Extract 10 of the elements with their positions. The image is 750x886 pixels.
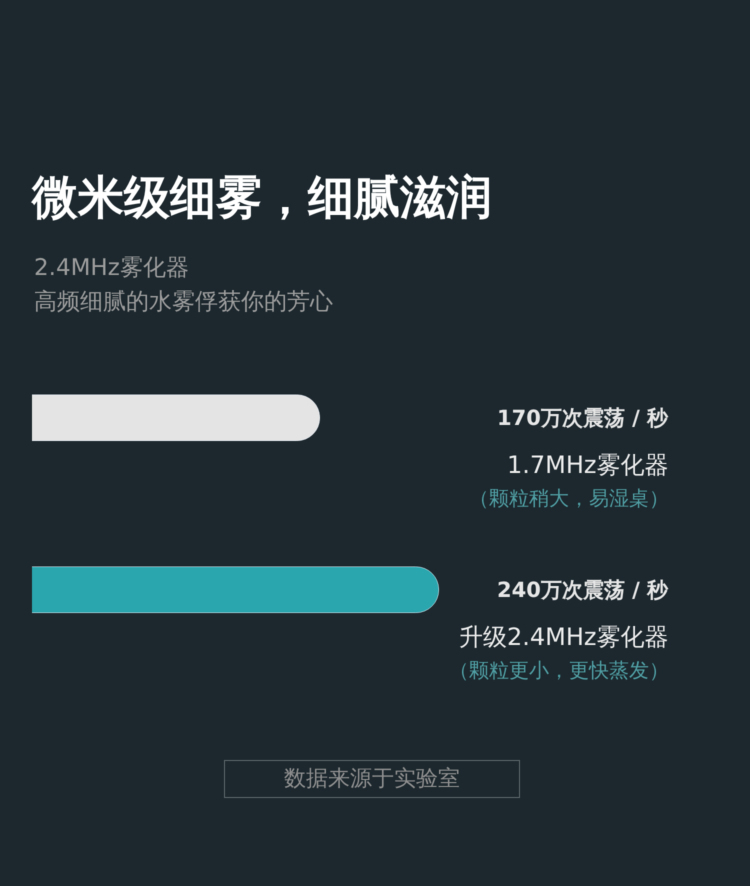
text: （颗粒稍大，易湿桌）: [469, 486, 669, 510]
chart-title: 微米级细雾，细腻滋润: [31, 170, 492, 224]
y-tick-label: 1.7MHz雾化器: [507, 451, 669, 479]
text: （颗粒更小，更快蒸发）: [449, 658, 669, 682]
data-label: 170万次震荡 / 秒: [497, 406, 670, 430]
text: 数据来源于实验室: [284, 766, 460, 792]
chart-subtitle: 2.4MHz雾化器: [34, 255, 189, 281]
y-tick-label: 升级2.4MHz雾化器: [459, 623, 669, 651]
data-label: 240万次震荡 / 秒: [497, 578, 670, 602]
text: 高频细腻的水雾俘获你的芳心: [34, 289, 333, 315]
